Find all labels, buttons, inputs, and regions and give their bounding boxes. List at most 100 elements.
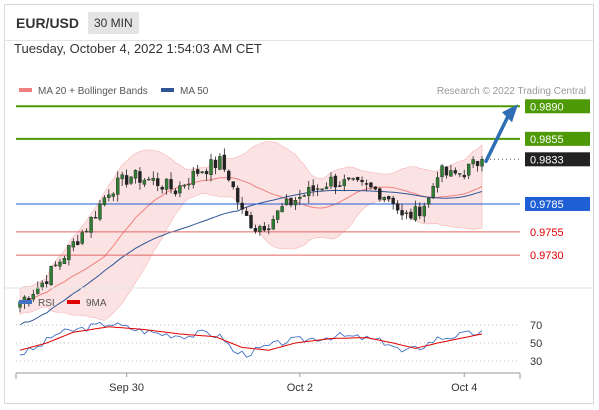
candle bbox=[275, 210, 280, 224]
candle-body bbox=[333, 175, 338, 188]
level-0-9833-label: 0.9833 bbox=[530, 154, 564, 166]
candle-body bbox=[404, 212, 409, 215]
rsi-legend-swatch bbox=[19, 300, 32, 304]
candle bbox=[409, 208, 413, 221]
candle bbox=[84, 228, 89, 233]
candle-body bbox=[369, 182, 373, 188]
candle-body bbox=[142, 179, 147, 185]
candle bbox=[440, 164, 444, 183]
candle-body bbox=[53, 264, 58, 267]
candle bbox=[307, 181, 311, 204]
candle-body bbox=[40, 282, 44, 288]
candle bbox=[142, 177, 147, 188]
candle bbox=[187, 177, 191, 190]
candle-body bbox=[129, 176, 133, 184]
candle bbox=[222, 148, 227, 173]
candle-body bbox=[67, 245, 71, 261]
candle bbox=[444, 166, 449, 179]
symbol-label: EUR/USD bbox=[16, 15, 80, 31]
forecast-arrow-shaft bbox=[484, 114, 510, 164]
candle-body bbox=[400, 210, 404, 216]
candle-body bbox=[364, 183, 369, 185]
candle bbox=[93, 210, 98, 219]
candle-body bbox=[44, 281, 49, 284]
candle bbox=[120, 171, 124, 186]
candle bbox=[289, 197, 293, 208]
timeframe-button[interactable]: 30 MIN bbox=[88, 12, 139, 34]
candle bbox=[422, 202, 426, 223]
candle-body bbox=[453, 170, 458, 174]
candle-body bbox=[373, 186, 378, 190]
candle bbox=[480, 156, 484, 172]
candle bbox=[413, 200, 418, 222]
ma9-line bbox=[19, 326, 483, 351]
candle-body bbox=[418, 206, 422, 217]
candle bbox=[98, 199, 102, 222]
candle-body bbox=[307, 187, 311, 196]
candle bbox=[124, 169, 129, 188]
candle-body bbox=[111, 193, 115, 197]
candle-body bbox=[302, 195, 307, 197]
candle bbox=[426, 197, 431, 208]
candle bbox=[387, 195, 391, 203]
candle bbox=[431, 183, 435, 200]
candle-body bbox=[293, 200, 298, 206]
candle-body bbox=[284, 198, 289, 206]
candle bbox=[400, 203, 404, 221]
candle-body bbox=[378, 188, 382, 200]
level-0-9890-badge bbox=[525, 99, 590, 114]
candle bbox=[267, 224, 271, 235]
candle-body bbox=[315, 188, 320, 190]
candle-body bbox=[49, 266, 53, 285]
candle bbox=[31, 289, 36, 303]
candle bbox=[262, 222, 267, 232]
candle-body bbox=[382, 197, 386, 201]
candle bbox=[475, 160, 480, 172]
candle-body bbox=[195, 169, 200, 174]
candle bbox=[62, 255, 67, 264]
candle bbox=[227, 169, 231, 182]
candle bbox=[200, 171, 204, 174]
candle bbox=[44, 274, 49, 288]
x-axis-ticks: Sep 30 Oct 2 Oct 4 bbox=[15, 373, 521, 394]
candle-body bbox=[360, 179, 364, 183]
candle-body bbox=[289, 197, 293, 206]
candle bbox=[391, 195, 395, 210]
candle bbox=[240, 196, 244, 214]
candle bbox=[156, 172, 160, 192]
candle-body bbox=[80, 232, 84, 244]
candle bbox=[293, 197, 298, 210]
ma9-legend-label: 9MA bbox=[86, 298, 107, 309]
level-0-9855-badge bbox=[525, 131, 590, 146]
level-0-9855-label: 0.9855 bbox=[530, 134, 564, 146]
candle bbox=[329, 172, 333, 189]
candle-body bbox=[58, 261, 62, 267]
candle-body bbox=[426, 197, 431, 205]
candle-body bbox=[98, 203, 102, 220]
candle-body bbox=[89, 217, 93, 233]
candle-body bbox=[338, 185, 342, 187]
candle bbox=[107, 189, 111, 202]
candle-body bbox=[271, 219, 275, 230]
rsi-legend-label: RSI bbox=[38, 298, 55, 309]
ma20-line bbox=[19, 177, 483, 303]
candle bbox=[449, 164, 453, 177]
candle bbox=[462, 169, 466, 180]
rsi-tick-label: 30 bbox=[530, 356, 542, 368]
candle-body bbox=[120, 174, 124, 180]
source-label: Research © 2022 Trading Central bbox=[437, 86, 586, 97]
candle bbox=[347, 177, 351, 181]
main-legend: MA 20 + Bollinger Bands MA 50 Research ©… bbox=[19, 86, 586, 97]
candle bbox=[53, 261, 58, 267]
forecast-arrow-head bbox=[502, 104, 518, 123]
candle bbox=[80, 229, 84, 246]
candle bbox=[458, 173, 462, 178]
ma50-legend-label: MA 50 bbox=[180, 86, 209, 97]
candle-body bbox=[116, 177, 120, 195]
ma50-line bbox=[19, 189, 483, 326]
candle bbox=[133, 169, 138, 184]
candle-body bbox=[191, 170, 195, 185]
candle bbox=[471, 156, 475, 169]
candle bbox=[231, 181, 235, 190]
